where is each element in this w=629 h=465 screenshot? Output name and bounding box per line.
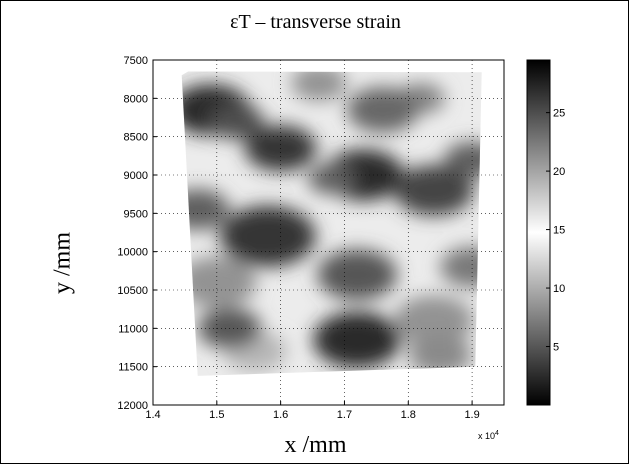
y-tick-label: 7500 (124, 55, 148, 67)
x-axis: 1.4 1.5 1.6 1.7 1.8 1.9 (145, 401, 480, 421)
field-feature (291, 71, 347, 101)
y-tick-label: 8000 (124, 93, 148, 105)
field-feature (346, 86, 419, 133)
y-tick-label: 9500 (124, 208, 148, 220)
y-tick-label: 11500 (118, 362, 148, 374)
field-feature (408, 334, 473, 376)
x-tick-label: 1.6 (273, 409, 288, 421)
plot-frame (152, 59, 505, 406)
chart-title: εT – transverse strain (230, 11, 401, 33)
colorbar: 5 10 15 20 25 (526, 59, 565, 406)
field-feature (393, 164, 474, 216)
field-feature (307, 163, 356, 195)
x-tick-label: 1.7 (337, 409, 352, 421)
x-tick-label: 1.8 (401, 409, 416, 421)
colorbar-tick-label: 25 (553, 108, 565, 120)
x-axis-multiplier: x 104 (478, 430, 499, 441)
colorbar-tick-label: 5 (553, 342, 559, 354)
x-axis-label: x /mm (284, 432, 347, 458)
x-tick-label: 1.4 (145, 409, 160, 421)
field-feature (208, 103, 264, 140)
colorbar-tick-label: 10 (553, 283, 565, 295)
field-feature (440, 246, 482, 288)
field-feature (181, 256, 257, 308)
colorbar-tick-label: 20 (553, 166, 565, 178)
y-tick-label: 11000 (118, 323, 148, 335)
y-tick-label: 9000 (124, 170, 148, 182)
y-tick-label: 8500 (124, 132, 148, 144)
field-feature (393, 295, 474, 347)
strain-field (181, 71, 482, 376)
colorbar-tick-label: 15 (553, 225, 565, 237)
field-feature (220, 205, 316, 267)
x-tick-label: 1.5 (209, 409, 224, 421)
y-axis: 7500 8000 8500 9000 9500 10000 10500 11000 11500… (117, 55, 157, 412)
y-axis-label: y /mm (49, 231, 76, 295)
field-feature (317, 249, 398, 301)
y-tick-label: 12000 (117, 400, 148, 412)
colorbar-gradient (526, 59, 551, 406)
y-tick-label: 10500 (117, 285, 148, 297)
field-feature (444, 141, 482, 178)
y-tick-label: 10000 (117, 247, 148, 259)
x-tick-label: 1.9 (464, 409, 479, 421)
field-feature (313, 311, 402, 368)
